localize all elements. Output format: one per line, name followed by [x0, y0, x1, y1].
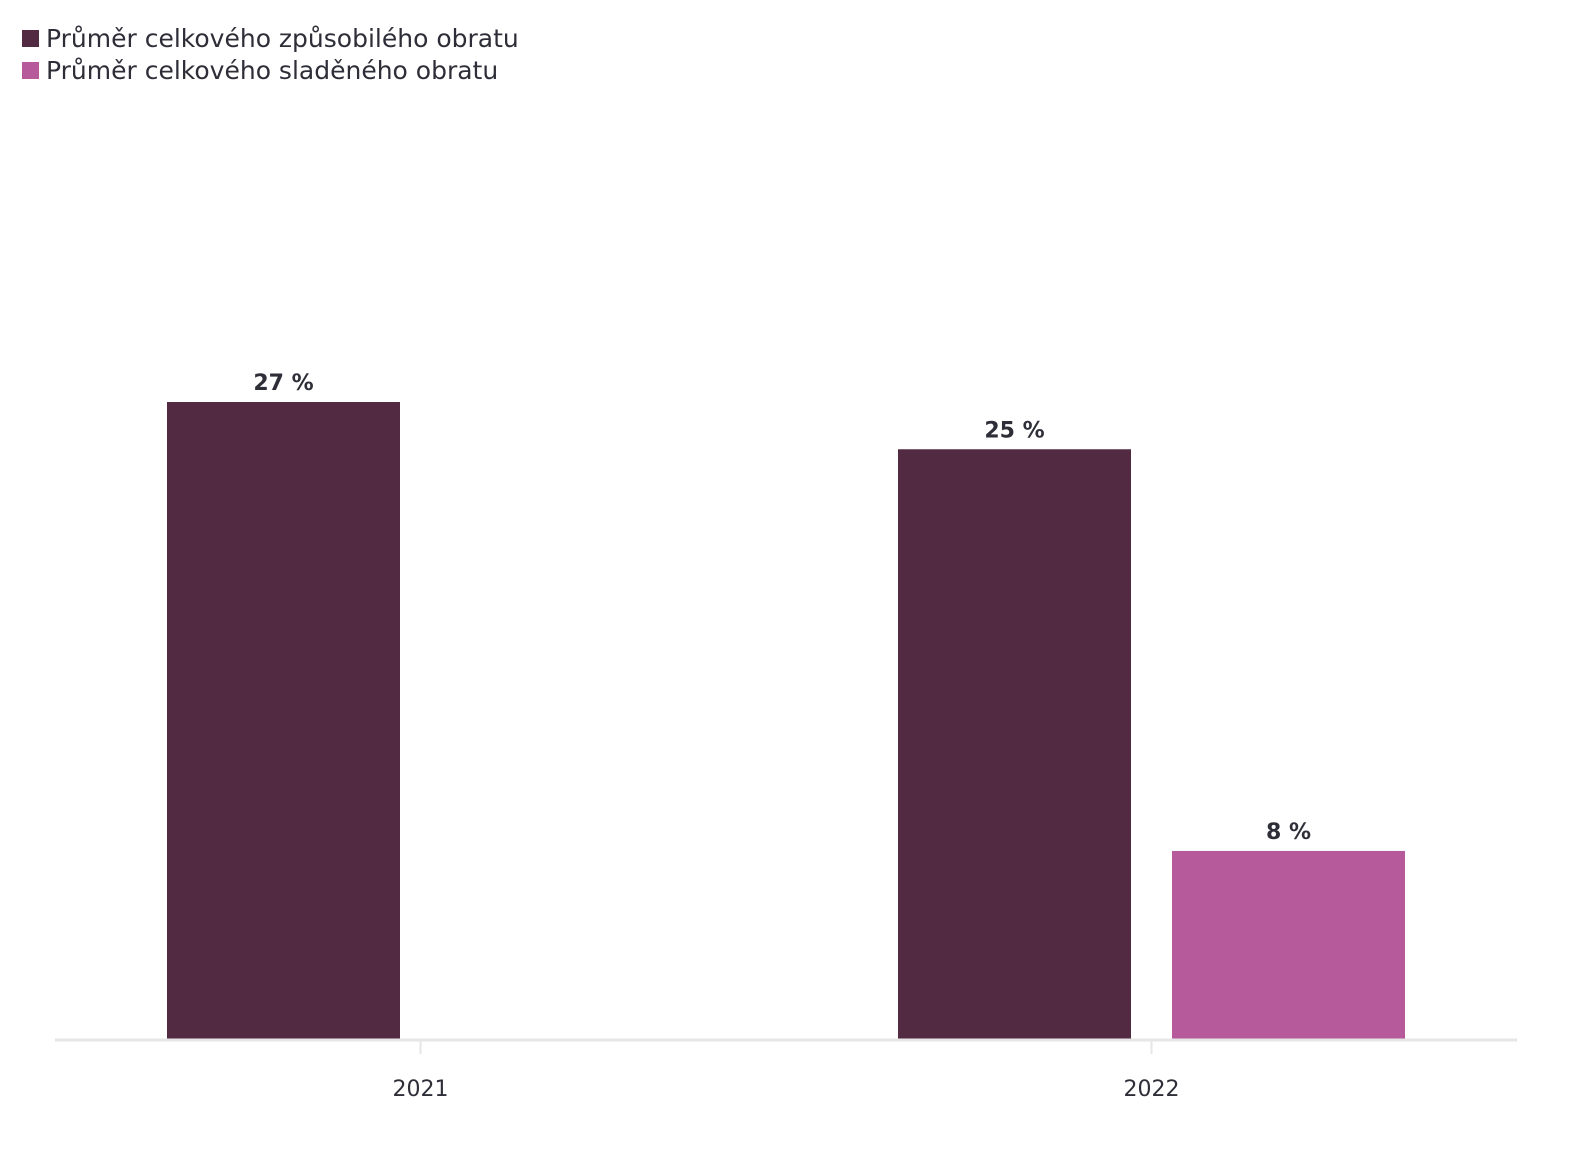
x-tick-label-2022: 2022 — [1124, 1077, 1180, 1102]
legend: Průměr celkového způsobilého obratu Prům… — [22, 22, 519, 86]
legend-label-eligible: Průměr celkového způsobilého obratu — [46, 23, 519, 53]
x-tick-label-2021: 2021 — [393, 1077, 449, 1102]
legend-item-eligible: Průměr celkového způsobilého obratu — [22, 22, 519, 54]
x-ticks-group: 2021 2022 — [393, 1040, 1180, 1102]
data-label-2022-series-1: 25 % — [984, 418, 1044, 443]
legend-label-aligned: Průměr celkového sladěného obratu — [46, 55, 499, 85]
bar-2021-series-1 — [167, 402, 400, 1040]
bar-labels-group: 27 % 25 % 8 % — [253, 371, 1311, 845]
bars-group — [167, 402, 1405, 1040]
legend-swatch-aligned — [22, 61, 39, 79]
legend-swatch-eligible — [22, 29, 39, 47]
bar-2022-series-1 — [898, 449, 1131, 1040]
legend-item-aligned: Průměr celkového sladěného obratu — [22, 54, 519, 86]
data-label-2021-series-1: 27 % — [253, 371, 313, 396]
bar-2022-series-2 — [1172, 850, 1405, 1040]
data-label-2022-series-2: 8 % — [1266, 820, 1311, 845]
